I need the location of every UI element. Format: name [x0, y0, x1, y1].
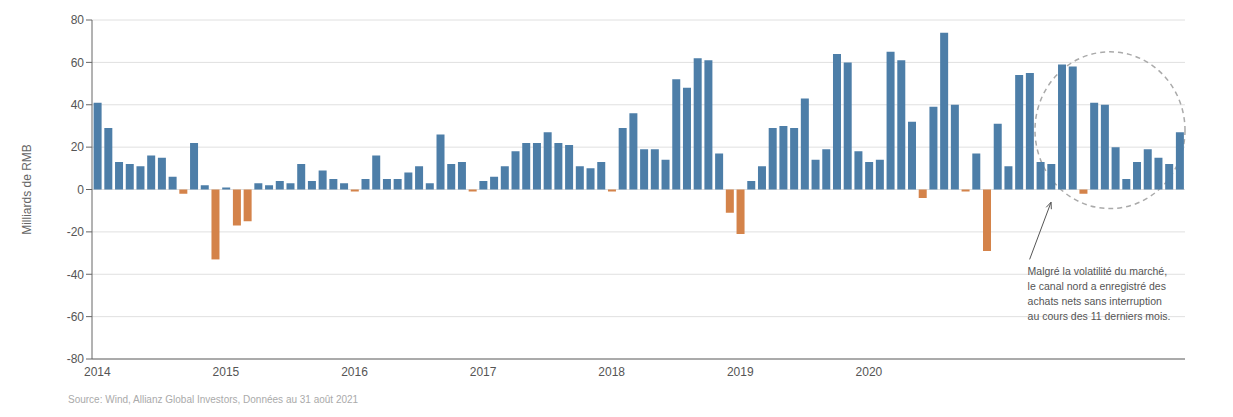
- svg-text:2015: 2015: [213, 365, 240, 379]
- svg-text:Milliards de RMB: Milliards de RMB: [20, 144, 34, 235]
- svg-text:40: 40: [71, 98, 85, 112]
- svg-text:-80: -80: [67, 352, 85, 366]
- svg-text:Malgré la volatilité du marché: Malgré la volatilité du marché,le canal …: [1028, 265, 1171, 322]
- svg-text:2019: 2019: [727, 365, 754, 379]
- svg-text:80: 80: [71, 13, 85, 27]
- svg-text:20: 20: [71, 140, 85, 154]
- svg-text:2014: 2014: [84, 365, 111, 379]
- svg-text:-40: -40: [67, 268, 85, 282]
- svg-text:-20: -20: [67, 225, 85, 239]
- html-text:Source: Wind, Allianz Global I: Source: Wind, Allianz Global Investors, …: [68, 394, 359, 405]
- svg-text:2018: 2018: [598, 365, 625, 379]
- svg-text:2016: 2016: [341, 365, 368, 379]
- svg-text:2017: 2017: [470, 365, 497, 379]
- svg-text:60: 60: [71, 56, 85, 70]
- svg-text:-60: -60: [67, 310, 85, 324]
- svg-text:0: 0: [77, 183, 84, 197]
- svg-text:2020: 2020: [856, 365, 883, 379]
